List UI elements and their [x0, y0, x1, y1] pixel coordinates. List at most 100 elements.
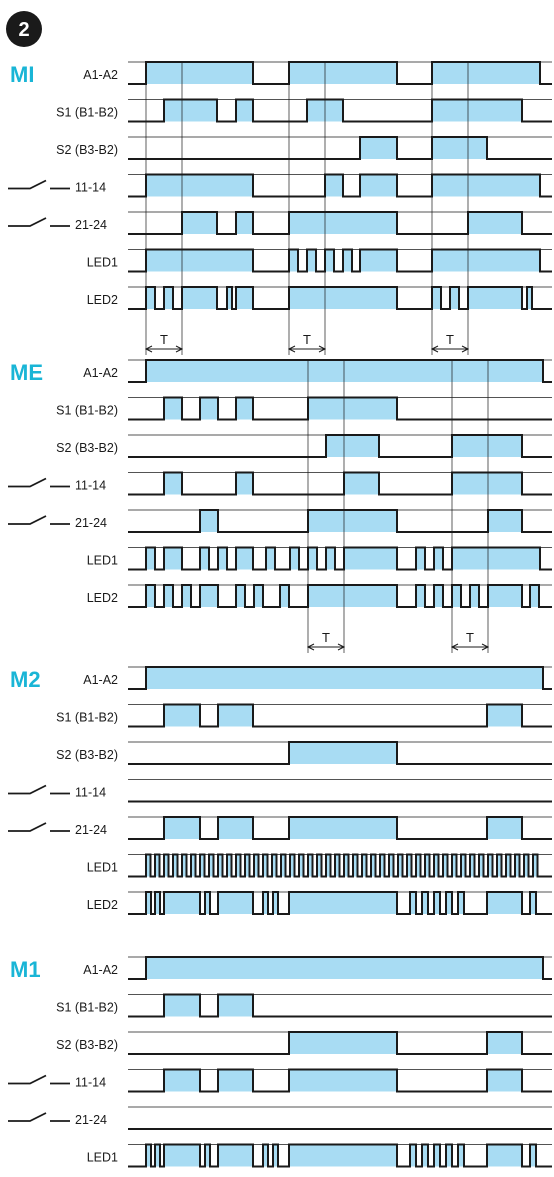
figure-number: 2 [18, 19, 29, 41]
pulse [487, 1032, 522, 1054]
pulse [432, 287, 441, 309]
signal-label: LED2 [87, 591, 118, 605]
mode-title: ME [10, 360, 43, 385]
waveform [128, 471, 552, 496]
pulse [308, 585, 397, 607]
pulse [146, 287, 155, 309]
signal-row: 11-14 [8, 471, 552, 496]
pulse [289, 742, 397, 764]
pulse [289, 817, 397, 839]
signal-label: S1 (B1-B2) [56, 404, 118, 418]
pulse [146, 854, 151, 877]
pulse [432, 62, 540, 84]
signal-row: LED1 [87, 546, 552, 571]
waveform [128, 741, 552, 765]
pulse [432, 249, 540, 272]
pulse [343, 249, 352, 272]
pulse [479, 854, 484, 877]
pulse [164, 472, 182, 495]
t-arrow-icon [287, 345, 327, 353]
pulse [281, 854, 286, 877]
pulse [200, 547, 209, 570]
pulse [266, 547, 275, 570]
pulse [218, 817, 253, 839]
section-m2: M2 A1-A2 S1 (B1-B2) S2 (B3-B2) 11-14 21-24 LED… [8, 666, 552, 915]
pulse [326, 547, 335, 570]
pulse [344, 547, 397, 570]
t-label: T [466, 630, 474, 645]
contact-switch-icon [8, 822, 70, 832]
signal-row: LED2 [87, 286, 552, 310]
pulse [146, 547, 155, 570]
pulse [425, 854, 430, 877]
t-arrow-icon [144, 345, 184, 353]
pulse [468, 287, 522, 309]
pulse [218, 547, 227, 570]
waveform [128, 211, 552, 235]
mode-title: M2 [10, 667, 41, 692]
pulse [164, 1144, 200, 1167]
waveform [128, 396, 552, 421]
pulse [307, 249, 316, 272]
contact-switch-icon [8, 217, 70, 227]
pulse [236, 547, 253, 570]
t-delay-marker: T [306, 360, 346, 653]
pulse [452, 547, 540, 570]
pulse [289, 62, 397, 84]
pulse [434, 854, 439, 877]
pulse [353, 854, 358, 877]
signal-row: LED2 [87, 891, 552, 915]
pulse [236, 397, 253, 420]
pulse [236, 472, 253, 495]
signal-label: A1-A2 [83, 68, 118, 82]
waveform [128, 1068, 552, 1093]
pulse [416, 854, 421, 877]
pulse [416, 585, 425, 607]
pulse [335, 854, 340, 877]
waveform [128, 1031, 552, 1055]
pulse [410, 892, 416, 914]
pulse [488, 510, 522, 532]
t-label: T [446, 332, 454, 347]
pulse [146, 1144, 151, 1167]
t-label: T [303, 332, 311, 347]
pulse [458, 892, 464, 914]
pulse [200, 585, 218, 607]
pulse [434, 547, 443, 570]
pulse [326, 854, 331, 877]
pulse [182, 854, 187, 877]
pulse [218, 704, 253, 727]
pulse [410, 1144, 416, 1167]
signal-label: S2 (B3-B2) [56, 748, 118, 762]
pulse [371, 854, 376, 877]
pulse [488, 854, 493, 877]
waveform [128, 993, 552, 1018]
pulse [290, 854, 295, 877]
pulse [164, 287, 173, 309]
pulse [254, 854, 259, 877]
waveform [128, 136, 552, 160]
signal-row: S2 (B3-B2) [56, 741, 552, 765]
signal-row: 21-24 [8, 509, 552, 533]
pulse [452, 585, 461, 607]
pulse [164, 817, 200, 839]
pulse [272, 854, 277, 877]
pulse [488, 585, 522, 607]
waveform [128, 248, 552, 273]
signal-row: LED1 [87, 248, 552, 273]
pulse [308, 397, 397, 420]
pulse [218, 1144, 253, 1167]
pulse [209, 854, 214, 877]
pulse [416, 547, 425, 570]
signal-label: LED1 [87, 554, 118, 568]
pulse [280, 585, 289, 607]
pulse [164, 892, 200, 914]
pulse [452, 472, 522, 495]
signal-label: A1-A2 [83, 366, 118, 380]
signal-row: 21-24 [8, 1106, 552, 1130]
pulse [487, 704, 522, 727]
pulse [155, 892, 160, 914]
pulse [527, 287, 532, 309]
pulse [515, 854, 520, 877]
pulse [146, 174, 253, 197]
